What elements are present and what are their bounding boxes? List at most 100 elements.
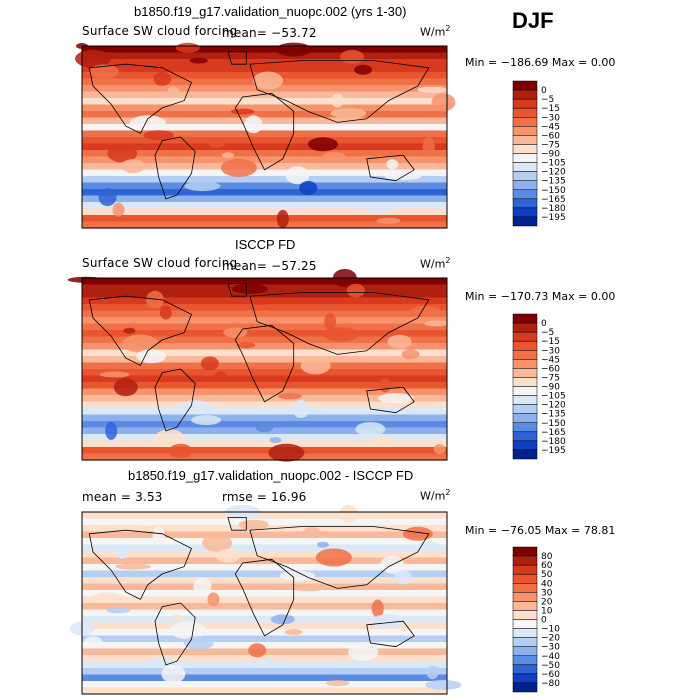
map-patch bbox=[230, 108, 255, 115]
map-band bbox=[82, 382, 447, 390]
map-band bbox=[82, 46, 447, 54]
colorbar-swatch bbox=[512, 413, 538, 424]
coastline bbox=[366, 386, 415, 414]
map-patch bbox=[416, 541, 441, 552]
map-patch bbox=[292, 400, 310, 418]
map-patch bbox=[112, 202, 125, 217]
colorbar-label: 80 bbox=[541, 552, 553, 562]
colorbar-swatch bbox=[512, 395, 538, 405]
map-patch bbox=[99, 371, 130, 378]
panel-1-minmax: Min = −186.69 Max = 0.00 bbox=[465, 56, 616, 69]
colorbar-swatch bbox=[512, 422, 538, 433]
map-patch bbox=[136, 349, 167, 364]
colorbar-label: −30 bbox=[541, 643, 560, 653]
map-patch bbox=[231, 283, 268, 294]
map-patch bbox=[189, 57, 208, 64]
map-patch bbox=[340, 49, 365, 64]
map-band bbox=[82, 189, 447, 197]
colorbar-label: −15 bbox=[541, 337, 560, 347]
colorbar-swatch bbox=[512, 144, 538, 154]
map-patch bbox=[107, 144, 138, 163]
colorbar-swatch bbox=[512, 610, 538, 620]
map-patch bbox=[410, 305, 441, 316]
map-band bbox=[82, 117, 447, 125]
map-band bbox=[82, 195, 447, 203]
map-patch bbox=[362, 203, 393, 213]
map-patch bbox=[191, 415, 222, 425]
map-patch bbox=[269, 437, 282, 443]
map-band bbox=[82, 668, 447, 676]
map-patch bbox=[88, 64, 119, 79]
colorbar-label: −135 bbox=[541, 177, 566, 187]
colorbar-label: −75 bbox=[541, 373, 560, 383]
colorbar-label: −195 bbox=[541, 446, 566, 456]
colorbar-label: −30 bbox=[541, 113, 560, 123]
colorbar-swatch bbox=[512, 368, 538, 378]
colorbar-swatch bbox=[512, 583, 538, 593]
map-patch bbox=[385, 174, 422, 180]
colorbar-label: 60 bbox=[541, 561, 553, 571]
map-band bbox=[82, 453, 447, 461]
map-patch bbox=[177, 400, 214, 415]
map-band bbox=[82, 156, 447, 164]
map-patch bbox=[123, 327, 136, 334]
colorbar-swatch bbox=[512, 592, 538, 602]
colorbar-label: −105 bbox=[541, 392, 566, 402]
colorbar-label: −40 bbox=[541, 652, 560, 662]
map-patch bbox=[376, 217, 401, 224]
colorbar-swatch bbox=[512, 564, 538, 575]
map-patch bbox=[425, 679, 462, 690]
colorbar-label: −60 bbox=[541, 670, 560, 680]
colorbar-label: −135 bbox=[541, 410, 566, 420]
map-band bbox=[82, 375, 447, 383]
map-patch bbox=[285, 166, 310, 185]
map-patch bbox=[255, 422, 274, 433]
season-label: DJF bbox=[512, 8, 554, 33]
map-band bbox=[82, 343, 447, 351]
map-patch bbox=[105, 421, 118, 440]
map-patch bbox=[237, 342, 256, 349]
map-patch bbox=[268, 443, 305, 462]
map-patch bbox=[275, 42, 312, 57]
map-patch bbox=[355, 422, 386, 437]
colorbar-swatch bbox=[512, 171, 538, 181]
map-patch bbox=[216, 548, 240, 563]
map-band bbox=[82, 104, 447, 112]
colorbar-label: 30 bbox=[541, 588, 553, 598]
map-patch bbox=[339, 504, 358, 523]
colorbar-label: 50 bbox=[541, 570, 553, 580]
colorbar-swatch bbox=[512, 216, 538, 227]
map-patch bbox=[115, 563, 152, 570]
panel-2-mean: mean= −57.25 bbox=[222, 259, 317, 273]
colorbar-swatch bbox=[512, 386, 538, 396]
map-patch bbox=[200, 356, 219, 371]
map-band bbox=[82, 577, 447, 585]
map-patch bbox=[324, 312, 337, 331]
map-patch bbox=[208, 137, 227, 148]
panel-1-mean: mean= −53.72 bbox=[222, 26, 317, 40]
map-patch bbox=[238, 519, 269, 530]
map-frame bbox=[81, 511, 448, 695]
map-band bbox=[82, 304, 447, 312]
map-band bbox=[82, 525, 447, 533]
colorbar-label: 0 bbox=[541, 319, 547, 329]
map-patch bbox=[286, 349, 323, 356]
colorbar-label: −90 bbox=[541, 383, 560, 393]
map-patch bbox=[369, 436, 394, 447]
coastline bbox=[366, 620, 415, 648]
map-band bbox=[82, 440, 447, 448]
map-patch bbox=[387, 334, 412, 349]
map-patch bbox=[161, 665, 186, 683]
map-patch bbox=[223, 327, 248, 338]
colorbar-swatch bbox=[512, 180, 538, 191]
map-patch bbox=[129, 115, 166, 130]
colorbar-label: −5 bbox=[541, 328, 554, 338]
map-band bbox=[82, 163, 447, 171]
colorbar-swatch bbox=[512, 655, 538, 666]
map-band bbox=[82, 603, 447, 611]
map-patch bbox=[193, 577, 212, 596]
map-patch bbox=[159, 305, 172, 320]
colorbar-swatch bbox=[512, 126, 538, 136]
colorbar-label: −75 bbox=[541, 140, 560, 150]
